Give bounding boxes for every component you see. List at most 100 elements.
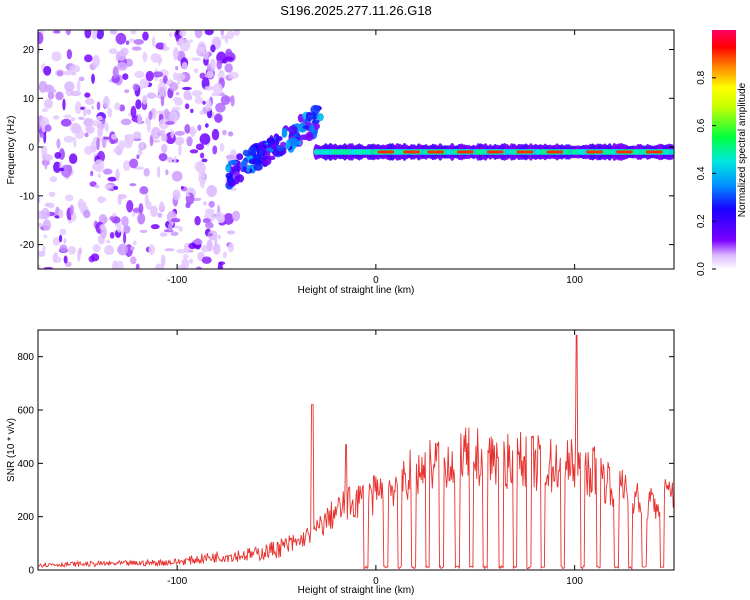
spectrogram-blob [103, 136, 110, 140]
spectrogram-blob [242, 149, 250, 157]
spectrogram-blob [53, 30, 61, 34]
colorbar-label: Normalized spectral amplitude [737, 82, 748, 217]
spectrogram-blob [194, 161, 205, 172]
spectrogram-blob [163, 75, 168, 84]
colorbar-gradient [712, 30, 736, 269]
spectrogram-blob [159, 201, 165, 211]
spectrogram-blob [182, 254, 189, 259]
spectrogram-blob [90, 170, 94, 177]
spectrogram-blob [150, 224, 160, 230]
spectrogram-blob [174, 130, 185, 136]
spectrogram-blob [204, 208, 215, 214]
spectrogram-blob [52, 236, 61, 246]
spectrogram-blob [217, 261, 223, 269]
spectrogram-peak [558, 150, 564, 154]
spectrogram-blob [202, 218, 211, 224]
spectrogram-blob [151, 36, 156, 47]
spectrogram-xtick-label: 0 [373, 275, 379, 286]
spectrogram-blob [161, 143, 168, 154]
spectrogram-blob [203, 50, 209, 60]
snr-ytick-label: 200 [17, 512, 34, 523]
spectrogram-blob [191, 89, 203, 97]
spectrogram-blob [63, 114, 72, 119]
spectrogram-blob [41, 108, 49, 113]
spectrogram-blob [217, 234, 221, 240]
snr-ytick-label: 600 [17, 406, 34, 417]
spectrogram-blob [129, 158, 139, 169]
spectrogram-blob [199, 110, 204, 115]
spectrogram-blob [214, 113, 223, 124]
spectrogram-blob [266, 137, 276, 144]
spectrogram-blob [188, 95, 193, 101]
spectrogram-blob [43, 84, 54, 93]
spectrogram-blob [174, 136, 185, 146]
spectrogram-blob [180, 186, 184, 190]
spectrogram-blob [90, 140, 98, 153]
spectrogram-blob [188, 249, 194, 253]
spectrogram-blob [236, 153, 244, 161]
spectrogram-blob [199, 133, 211, 145]
snr-xtick-label: -100 [167, 576, 187, 587]
spectrogram-blob [125, 40, 130, 45]
spectrogram-blob [233, 30, 241, 36]
spectrogram-blob [172, 97, 182, 102]
spectrogram-blob [96, 115, 103, 121]
spectrogram-blob [222, 251, 228, 259]
spectrogram-blob [212, 243, 221, 255]
spectrogram-blob [76, 79, 81, 92]
spectrogram-blob [305, 131, 314, 142]
spectrogram-peak [468, 150, 474, 154]
spectrogram-blob [167, 156, 173, 163]
spectrogram-blob [84, 98, 95, 105]
spectrogram-blob [225, 163, 231, 173]
spectrogram-ytick-label: -10 [20, 191, 35, 202]
spectrogram-blob [223, 213, 234, 225]
spectrogram-blob [285, 142, 291, 150]
chart-title: S196.2025.277.11.26.G18 [280, 3, 432, 18]
spectrogram-blob [77, 198, 85, 211]
spectrogram-blob [52, 253, 58, 263]
spectrogram-peak [597, 150, 603, 154]
spectrogram-blob [206, 185, 217, 198]
spectrogram-blob [193, 68, 199, 74]
colorbar-tick-label: 0.0 [696, 262, 707, 276]
spectrogram-blob [197, 41, 207, 53]
spectrogram-blob [38, 195, 41, 204]
spectrogram-blob [56, 70, 64, 77]
spectrogram-blob [194, 215, 201, 226]
spectrogram-blob [60, 118, 72, 127]
spectrogram-blob [186, 193, 190, 197]
spectrogram-blob [173, 155, 177, 164]
spectrogram-blob [134, 70, 145, 79]
spectrogram-blob [39, 133, 45, 138]
spectrogram-blob [117, 61, 128, 71]
spectrogram-blob [163, 108, 170, 119]
spectrogram-ytick-label: -20 [20, 240, 35, 251]
spectrogram-blob [204, 85, 214, 91]
spectrogram-blob [111, 133, 117, 140]
spectrogram-blob [158, 129, 166, 137]
spectrogram-blob [145, 70, 154, 82]
spectrogram-blob [206, 63, 211, 72]
spectrogram-blob [101, 117, 106, 125]
spectrogram-blob [240, 160, 247, 167]
spectrogram-blob [93, 159, 105, 173]
spectrogram-blob [138, 203, 144, 214]
spectrogram-blob [177, 143, 182, 157]
spectrogram-blob [222, 129, 227, 136]
spectrogram-blob [109, 30, 118, 35]
spectrogram-blob [70, 90, 82, 97]
spectrogram-blob [84, 92, 91, 98]
spectrogram-blob [205, 99, 212, 112]
spectrogram-blob [43, 99, 54, 109]
spectrogram-blob [40, 207, 50, 220]
spectrogram-blob [175, 30, 180, 42]
spectrogram-blob [38, 43, 41, 55]
colorbar-tick-label: 0.8 [696, 70, 707, 84]
spectrogram-blob [48, 191, 56, 198]
spectrogram-blob [83, 209, 91, 219]
spectrogram-peak [438, 150, 444, 154]
spectrogram-blob [109, 216, 115, 221]
